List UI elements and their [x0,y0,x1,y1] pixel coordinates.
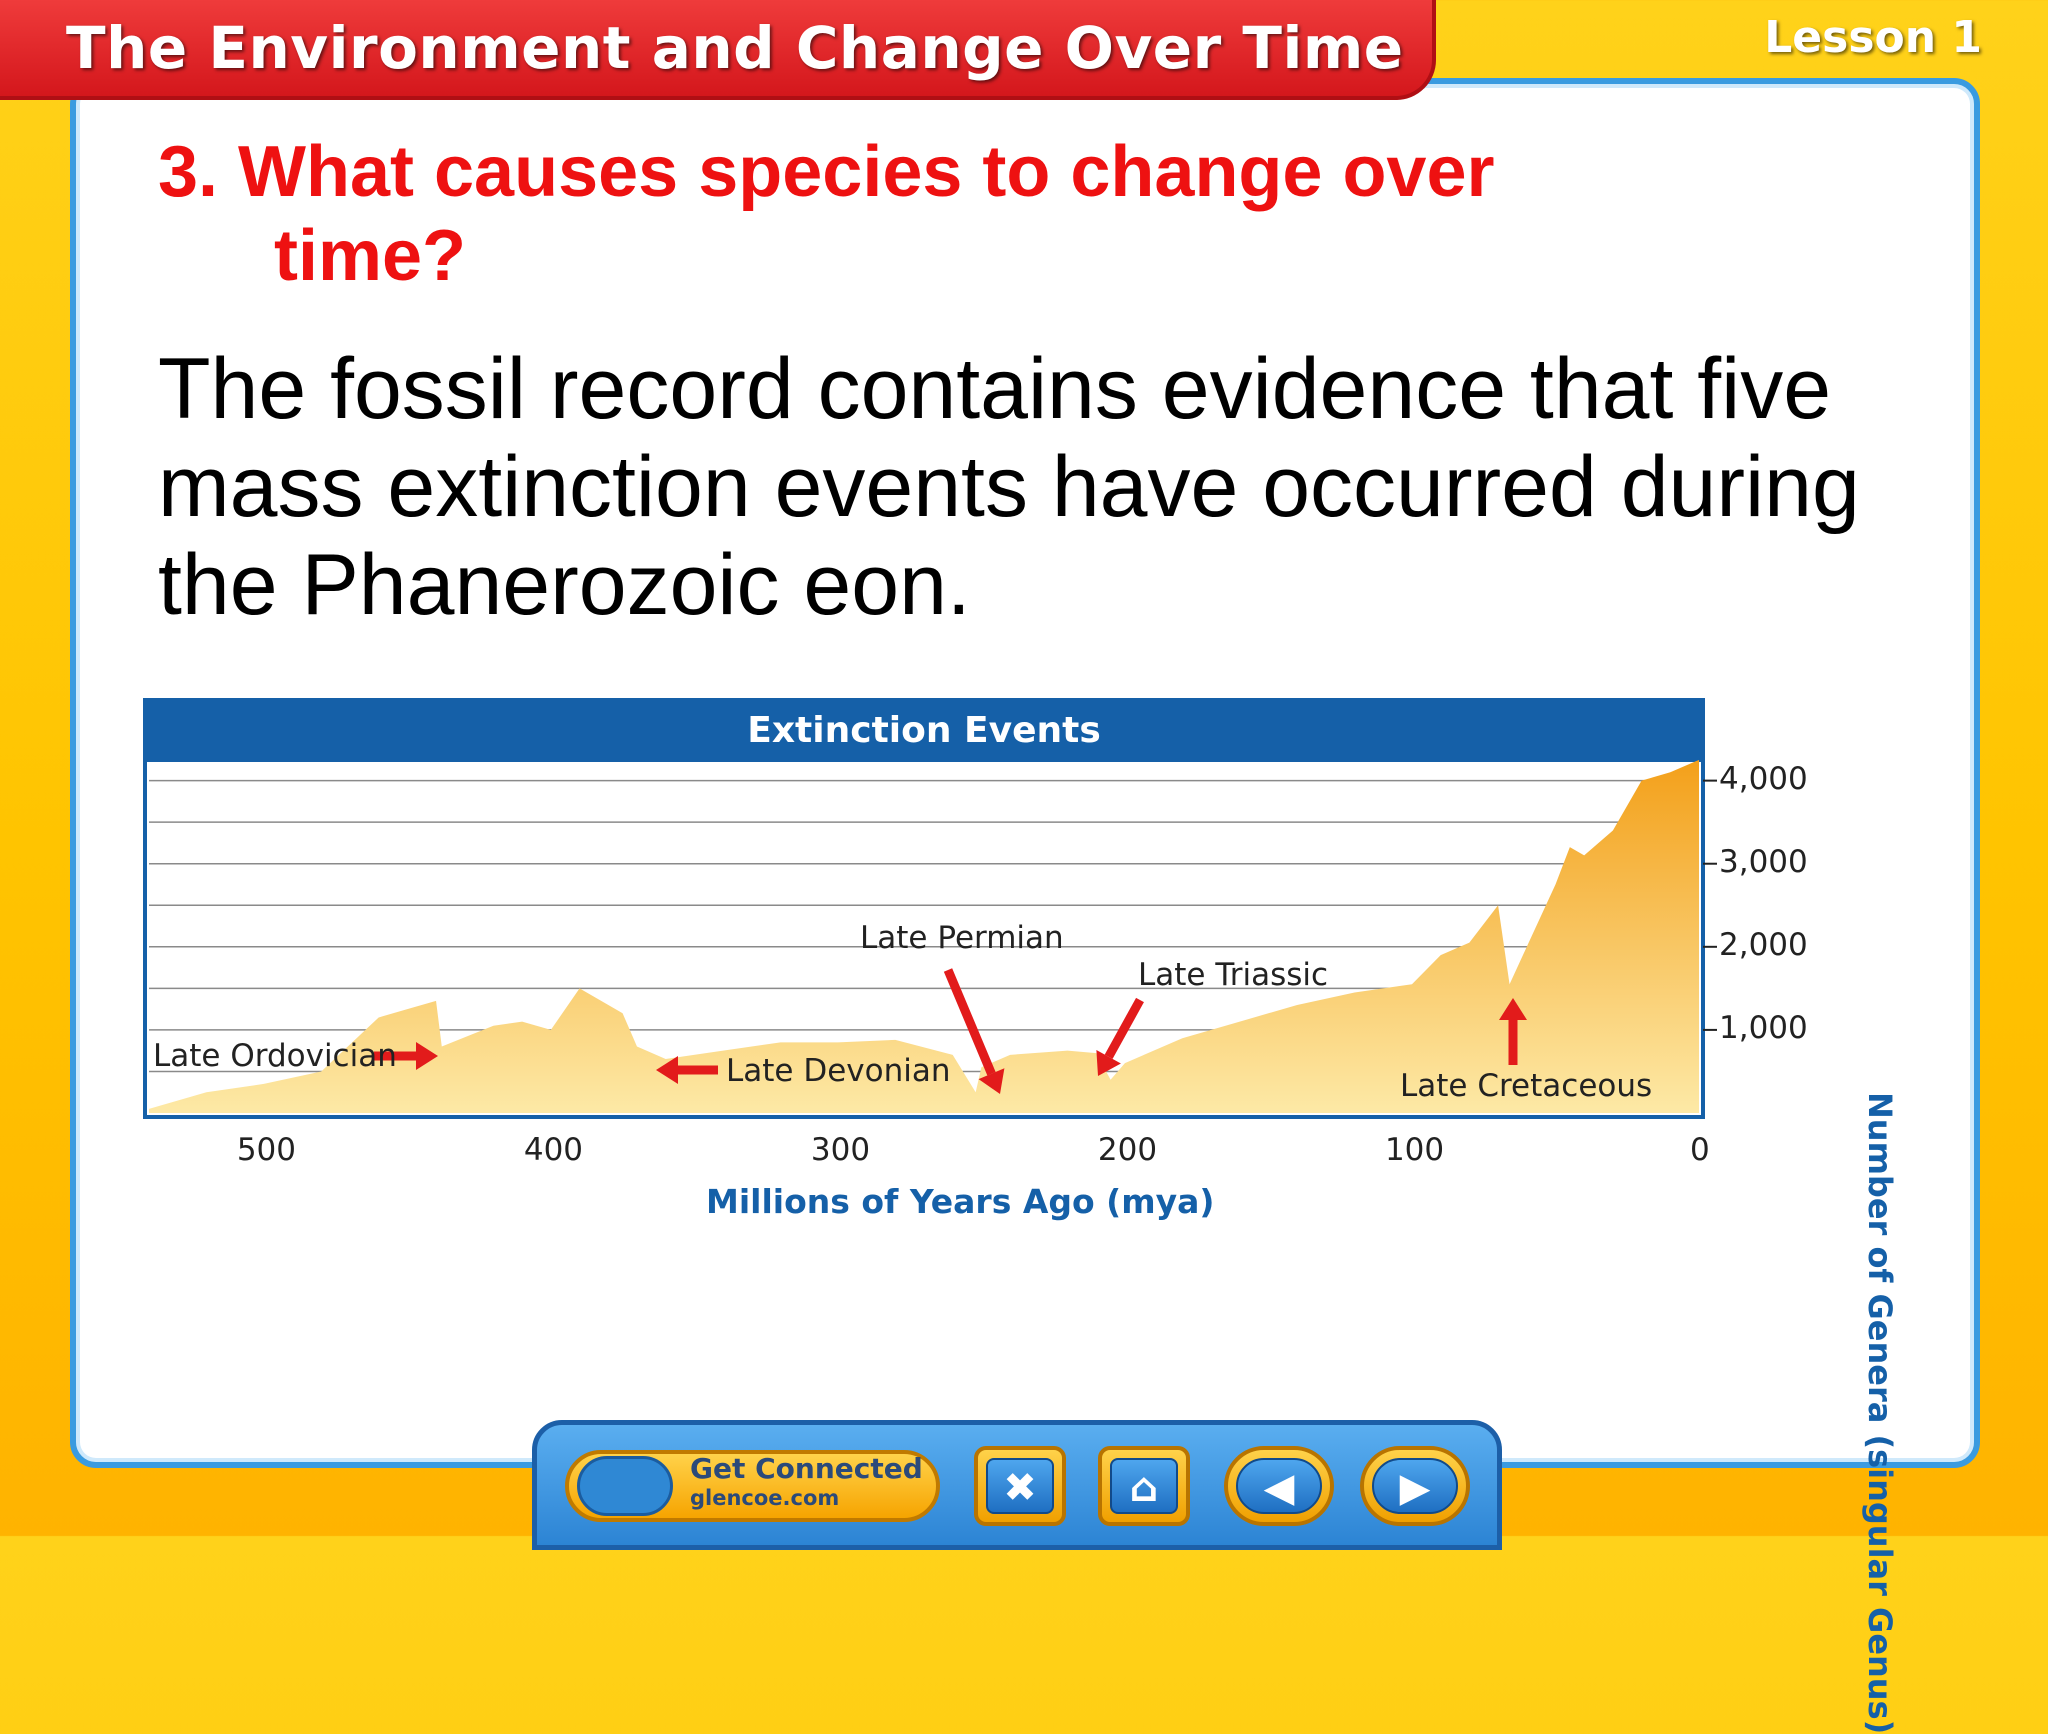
close-icon: ✖ [986,1458,1054,1514]
question-heading: 3. What causes species to change over ti… [158,130,1758,298]
question-line-1: 3. What causes species to change over [158,132,1495,212]
lesson-label: Lesson 1 [1764,12,1982,63]
get-connected-site: glencoe.com [690,1486,840,1510]
next-button[interactable]: ▶ [1360,1446,1470,1526]
question-line-2: time? [274,216,467,296]
home-icon: ⌂ [1110,1458,1178,1514]
page-title: The Environment and Change Over Time [66,14,1404,82]
computer-icon [577,1456,673,1516]
previous-button[interactable]: ◀ [1224,1446,1334,1526]
close-button[interactable]: ✖ [974,1446,1066,1526]
get-connected-label: Get Connected [690,1452,923,1485]
arrow-right-icon: ▶ [1372,1458,1458,1514]
home-button[interactable]: ⌂ [1098,1446,1190,1526]
body-paragraph: The fossil record contains evidence that… [158,341,1860,633]
arrow-left-icon: ◀ [1236,1458,1322,1514]
title-banner: The Environment and Change Over Time [0,0,1436,100]
